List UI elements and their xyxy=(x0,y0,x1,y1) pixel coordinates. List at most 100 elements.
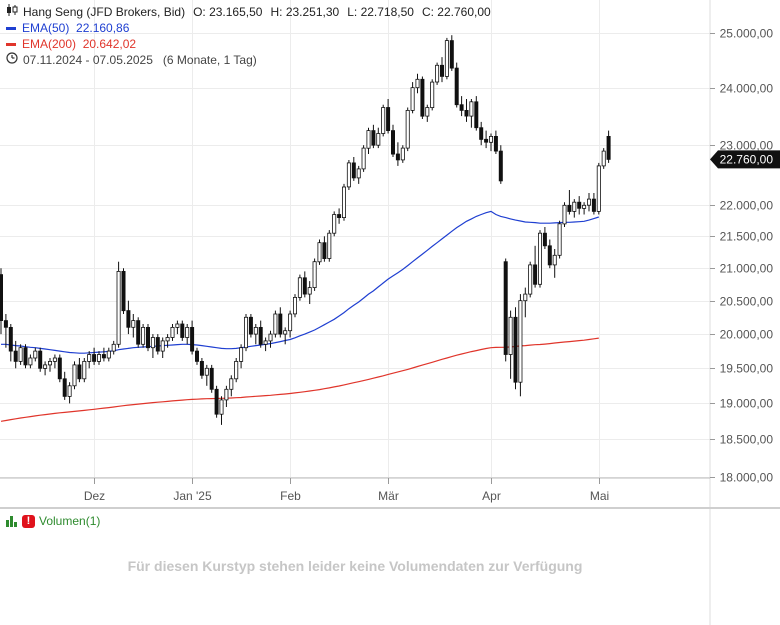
candle-body xyxy=(243,316,248,349)
candle xyxy=(101,347,106,362)
candle-body xyxy=(395,153,400,161)
candle-body xyxy=(464,110,469,117)
candlestick-icon xyxy=(6,3,18,21)
candle xyxy=(346,160,351,190)
candle xyxy=(288,310,293,338)
last-price-marker xyxy=(710,150,780,169)
x-tick-label: Apr xyxy=(482,489,501,503)
y-tick-label: 18.000,00 xyxy=(720,471,774,485)
candle xyxy=(337,208,342,224)
candle xyxy=(415,73,420,94)
candle xyxy=(97,351,102,365)
candle-body xyxy=(111,343,116,352)
candle-body xyxy=(606,135,611,160)
candle-body xyxy=(43,364,48,369)
candle xyxy=(258,320,263,348)
candle xyxy=(126,300,131,335)
clock-icon xyxy=(6,51,18,69)
y-tick-label: 20.000,00 xyxy=(720,328,774,342)
candle-body xyxy=(170,326,175,338)
candle-body xyxy=(572,201,577,212)
candle-body xyxy=(596,165,601,212)
candle xyxy=(312,258,317,291)
candle-body xyxy=(28,357,33,366)
candle-body xyxy=(582,204,587,209)
candle-body xyxy=(292,296,297,315)
candle xyxy=(57,354,62,383)
candle-body xyxy=(371,130,376,146)
candle-body xyxy=(48,360,53,366)
y-tick-label: 20.500,00 xyxy=(720,295,774,309)
candle-body xyxy=(141,326,146,345)
candle xyxy=(194,347,199,365)
candle-body xyxy=(106,350,111,359)
candle-body xyxy=(297,277,302,298)
candle xyxy=(361,145,366,172)
legend-ema50-row[interactable]: EMA(50) 22.160,86 xyxy=(6,20,491,36)
candle xyxy=(351,157,356,181)
ema200-series xyxy=(0,337,599,422)
candle xyxy=(533,245,538,288)
ema200-line xyxy=(0,337,599,422)
candle xyxy=(518,294,523,397)
candle-body xyxy=(547,245,552,266)
ema50-swatch xyxy=(6,26,16,30)
candle-body xyxy=(136,320,141,345)
candle-body xyxy=(332,214,337,234)
candle xyxy=(341,183,346,221)
candle xyxy=(425,104,430,122)
candle xyxy=(547,239,552,269)
candle-body xyxy=(155,337,160,352)
candle-body xyxy=(577,201,582,209)
candle xyxy=(204,364,209,386)
ema200-label: EMA(200) xyxy=(22,37,77,51)
candle xyxy=(464,99,469,122)
candle-body xyxy=(415,78,420,89)
candle-body xyxy=(33,350,38,359)
candle-body xyxy=(234,360,239,380)
y-tick-label: 21.000,00 xyxy=(720,262,774,276)
candle xyxy=(87,351,92,369)
candle xyxy=(160,337,165,358)
volume-panel-header[interactable]: ! Volumen(1) xyxy=(6,514,100,528)
candle-body xyxy=(3,320,8,328)
x-tick-label: Dez xyxy=(84,489,105,503)
candle xyxy=(297,274,302,301)
candle-body xyxy=(263,340,268,345)
ohlc-high-value: 23.251,30 xyxy=(285,5,340,19)
date-range: 07.11.2024 - 07.05.2025 xyxy=(23,53,153,67)
candle-body xyxy=(126,310,131,328)
candle-body xyxy=(351,162,356,179)
candle xyxy=(190,320,195,355)
candle xyxy=(508,310,513,379)
candle-body xyxy=(425,107,430,117)
candle xyxy=(239,344,244,369)
candle xyxy=(111,340,116,355)
y-tick-label: 23.000,00 xyxy=(720,139,774,153)
grid-lines xyxy=(0,0,710,478)
ohlc-open-label: O: xyxy=(193,5,206,19)
x-axis: Dez Jan '25 Feb Mär Apr Mai xyxy=(84,478,609,503)
candle-body xyxy=(591,198,596,212)
candle-body xyxy=(533,264,538,285)
candle-body xyxy=(503,261,508,355)
candle-body xyxy=(175,323,180,328)
legend-ema200-row[interactable]: EMA(200) 20.642,02 xyxy=(6,36,491,52)
candle xyxy=(439,57,444,83)
candle-body xyxy=(131,320,136,328)
candle xyxy=(459,96,464,117)
candle xyxy=(405,107,410,152)
candle xyxy=(386,99,391,134)
candle xyxy=(493,130,498,154)
candle xyxy=(513,307,518,390)
candle xyxy=(185,324,190,345)
candle-body xyxy=(190,326,195,352)
candle-body xyxy=(400,147,405,161)
candle xyxy=(33,347,38,362)
candle xyxy=(587,193,592,212)
candle-body xyxy=(337,214,342,218)
candle-body xyxy=(376,133,381,146)
candle-body xyxy=(57,357,62,380)
candle xyxy=(180,320,185,341)
